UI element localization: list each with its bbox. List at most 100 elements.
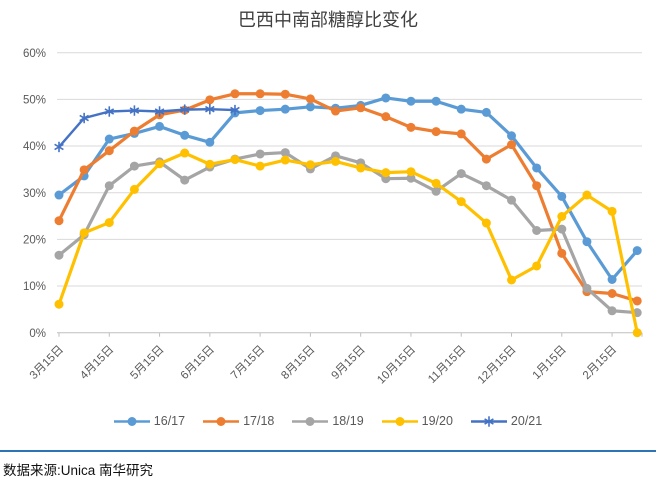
series-19/20-point — [305, 160, 315, 170]
series-17/18-point — [431, 127, 441, 137]
series-17/18-line — [57, 92, 639, 303]
series-19/20-point — [607, 206, 617, 216]
series-18/19-point — [557, 224, 567, 234]
series-17/18-point — [331, 106, 341, 116]
series-18/19-point — [507, 195, 517, 205]
series-18/19-point — [104, 181, 114, 191]
series-17/18-point — [481, 154, 491, 164]
series-17/18-point — [54, 216, 64, 226]
series-20/21 — [54, 103, 240, 153]
legend-item-19/20: 19/20 — [381, 414, 453, 428]
series-19/20-point — [532, 261, 542, 271]
series-19/20-point — [381, 168, 391, 178]
y-tick-label: 0% — [29, 328, 46, 340]
series-19/20-point — [507, 275, 517, 285]
x-tick-label: 8月15日 — [279, 344, 317, 382]
series-19/20-point — [230, 155, 240, 165]
legend-item-17/18: 17/18 — [203, 414, 274, 428]
series-19/20-point — [406, 167, 416, 177]
series-18/19-point — [582, 283, 592, 293]
series-16/17-point — [431, 96, 441, 106]
legend-item-18/19: 18/19 — [292, 414, 364, 428]
x-tick-label: 6月15日 — [179, 344, 217, 382]
series-19/20-point — [79, 228, 89, 238]
series-19/20-point — [481, 218, 491, 228]
series-19/20-point — [255, 161, 265, 171]
series-17/18-point — [230, 89, 240, 99]
legend-label: 17/18 — [243, 414, 275, 428]
series-17/18-point — [305, 94, 315, 104]
series-17/18-point — [255, 89, 265, 99]
series-19/20-point — [129, 184, 139, 194]
legend-swatch-18/19 — [292, 416, 329, 426]
series-17/18-point — [632, 296, 642, 306]
series-18/19-point — [129, 161, 139, 171]
series-17/18-point — [381, 112, 391, 122]
series-17/18-point — [507, 140, 517, 150]
series-17/18-point — [280, 89, 290, 99]
x-tick-label: 3月15日 — [28, 344, 66, 382]
series-18/19-point — [180, 175, 190, 185]
y-tick-label: 30% — [23, 188, 46, 200]
series-19/20-point — [155, 159, 165, 169]
series-16/17-point — [280, 104, 290, 114]
series-16/17-point — [456, 104, 466, 114]
series-19/20 — [54, 148, 642, 338]
legend-label: 16/17 — [153, 414, 186, 428]
series-19/20-point — [632, 328, 642, 338]
series-16/17-point — [155, 121, 165, 131]
x-tick-label: 4月15日 — [78, 344, 116, 382]
series-16/17-point — [406, 96, 416, 106]
x-tick-label: 10月15日 — [375, 344, 418, 387]
series-18/19-point — [406, 173, 416, 183]
series-17/18-point — [205, 95, 215, 105]
series-16/17-point — [180, 130, 190, 140]
chart-legend: 16/17 17/18 18/19 19/20 20/21 — [0, 414, 656, 428]
line-chart: 0% 10% 20% 30% 40% 50% 60% 3月15日 4月15日 5月15日 6月15日… — [23, 48, 643, 387]
series-16/17-point — [255, 106, 265, 116]
series-20/21-line — [57, 107, 237, 149]
series-16/17-point — [582, 237, 592, 247]
series-19/20-point — [356, 163, 366, 173]
series-18/19-point — [607, 306, 617, 316]
series-19/20-point — [54, 299, 64, 309]
series-16/17-point — [305, 102, 315, 112]
x-tick-label: 11月15日 — [426, 344, 468, 386]
series-17/18-point — [406, 122, 416, 132]
series-18/19-point — [280, 148, 290, 158]
series-18/19-point — [431, 186, 441, 196]
series-16/17-point — [632, 246, 642, 256]
gridlines — [57, 52, 642, 287]
series-16/17-point — [381, 93, 391, 103]
series-18/19-point — [54, 250, 64, 260]
y-axis-labels: 0% 10% 20% 30% 40% 50% 60% — [23, 48, 46, 340]
series-18/19-point — [532, 225, 542, 235]
series-17/18 — [54, 89, 642, 306]
legend-label: 19/20 — [421, 414, 453, 428]
legend-item-20/21: 20/21 — [470, 414, 543, 428]
x-axis-labels: 3月15日 4月15日 5月15日 6月15日 7月15日 8月15日 9月15日 10月15… — [28, 344, 619, 387]
series-19/20-point — [582, 190, 592, 200]
x-tick-label: 1月15日 — [531, 344, 569, 382]
y-tick-label: 60% — [23, 48, 46, 60]
series-16/17 — [54, 93, 642, 284]
series-19/20-point — [205, 159, 215, 169]
series-17/18-point — [456, 129, 466, 139]
series-19/20-point — [280, 155, 290, 165]
legend-item-16/17: 16/17 — [113, 414, 186, 428]
series-19/20-line — [57, 151, 639, 335]
legend-label: 20/21 — [510, 414, 543, 428]
series-19/20-point — [431, 178, 441, 188]
series-17/18-point — [79, 165, 89, 175]
y-tick-label: 20% — [23, 235, 46, 247]
x-tick-label: 12月15日 — [476, 344, 519, 387]
series-19/20-point — [180, 148, 190, 158]
footer-divider — [0, 450, 656, 452]
legend-label: 18/19 — [332, 414, 364, 428]
series-18/19-point — [456, 169, 466, 179]
series-16/17-point — [104, 134, 114, 144]
y-tick-label: 10% — [23, 281, 46, 293]
series-17/18-point — [607, 288, 617, 298]
legend-swatch-16/17 — [113, 416, 150, 426]
legend-swatch-19/20 — [381, 416, 418, 426]
